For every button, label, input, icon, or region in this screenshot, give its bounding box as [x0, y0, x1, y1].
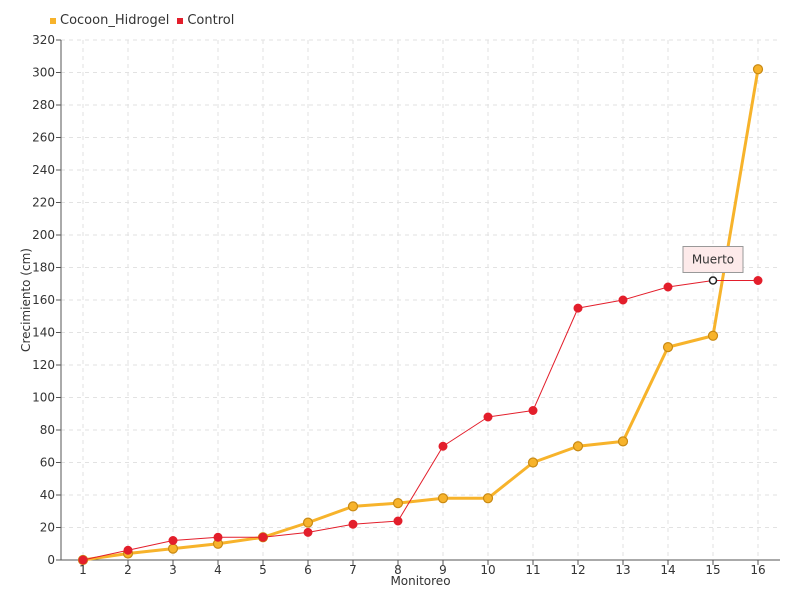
- legend-label-cocoon: Cocoon_Hidrogel: [60, 13, 170, 28]
- series-line-control: [82, 280, 758, 561]
- y-tick-label: 160: [32, 293, 55, 307]
- x-tick-label: 6: [304, 563, 312, 577]
- y-tick-label: 120: [32, 358, 55, 372]
- data-point-control[interactable]: [573, 303, 583, 313]
- axes: 0 20 40 60 80 100 120 140 160 180 200 220 240 260 280 3…: [32, 33, 780, 577]
- data-point-cocoon[interactable]: [437, 493, 449, 504]
- annotation-label: Muerto: [692, 253, 734, 267]
- data-point-cocoon[interactable]: [617, 436, 629, 447]
- series-cocoon: [77, 64, 764, 566]
- legend-swatch-control: [177, 17, 184, 24]
- data-point-cocoon[interactable]: [392, 498, 404, 509]
- annotation: Muerto: [682, 246, 744, 273]
- y-tick-label: 280: [32, 98, 55, 112]
- legend-item-cocoon[interactable]: Cocoon_Hidrogel: [50, 13, 169, 28]
- x-tick-label: 1: [79, 563, 87, 577]
- grid: [61, 39, 780, 560]
- annotation-box: [682, 246, 744, 273]
- data-point-cocoon[interactable]: [572, 441, 584, 452]
- data-point-cocoon[interactable]: [707, 330, 719, 341]
- x-tick-label: 7: [349, 563, 357, 577]
- data-point-control[interactable]: [618, 295, 628, 305]
- data-point-control[interactable]: [78, 555, 88, 565]
- series: [77, 64, 764, 566]
- y-axis-title: Crecimiento (cm): [19, 248, 33, 352]
- data-point-control[interactable]: [438, 441, 448, 451]
- data-point-control-highlighted[interactable]: [708, 276, 718, 285]
- legend-label-control: Control: [187, 13, 235, 28]
- series-line-cocoon: [82, 69, 760, 562]
- data-point-control[interactable]: [123, 545, 133, 555]
- y-tick-label: 260: [32, 131, 55, 145]
- x-tick-label: 15: [705, 563, 720, 577]
- y-tick-label: 240: [32, 163, 55, 177]
- y-tick-label: 220: [32, 196, 55, 210]
- data-point-cocoon[interactable]: [527, 457, 539, 468]
- x-tick-label: 3: [169, 563, 177, 577]
- legend: Cocoon_Hidrogel Control: [50, 13, 242, 28]
- x-tick-label: 10: [480, 563, 495, 577]
- y-tick-label: 40: [40, 488, 55, 502]
- data-point-cocoon[interactable]: [752, 64, 764, 75]
- y-tick-label: 80: [40, 423, 55, 437]
- y-tick-label: 0: [47, 553, 55, 567]
- data-point-control[interactable]: [663, 282, 673, 292]
- data-point-cocoon[interactable]: [482, 493, 494, 504]
- y-tick-label: 320: [32, 33, 55, 47]
- legend-swatch-cocoon: [50, 17, 56, 24]
- x-tick-label: 13: [615, 563, 630, 577]
- data-point-control[interactable]: [483, 412, 493, 422]
- data-point-control[interactable]: [168, 536, 178, 545]
- x-tick-label: 5: [259, 563, 267, 577]
- y-tick-label: 20: [40, 521, 55, 535]
- x-tick-label: 9: [439, 563, 447, 577]
- data-point-cocoon[interactable]: [167, 543, 179, 554]
- data-point-control[interactable]: [303, 527, 313, 537]
- y-tick-label: 140: [32, 326, 55, 340]
- data-point-control[interactable]: [258, 532, 268, 542]
- series-control: [78, 276, 763, 565]
- data-point-control[interactable]: [393, 516, 403, 526]
- x-tick-label: 16: [750, 563, 765, 577]
- y-tick-label: 100: [32, 391, 55, 405]
- data-point-control[interactable]: [213, 532, 223, 542]
- legend-item-control[interactable]: Control: [177, 13, 234, 28]
- data-point-control[interactable]: [528, 406, 538, 415]
- x-tick-label: 11: [525, 563, 540, 577]
- y-tick-label: 180: [32, 261, 55, 275]
- data-point-cocoon[interactable]: [302, 517, 314, 528]
- data-point-control[interactable]: [348, 519, 358, 529]
- data-point-cocoon[interactable]: [347, 501, 359, 512]
- data-point-control[interactable]: [753, 276, 763, 285]
- y-tick-label: 60: [40, 456, 55, 470]
- x-tick-label: 4: [214, 563, 222, 577]
- x-axis-title: Monitoreo: [390, 574, 450, 588]
- y-tick-label: 200: [32, 228, 55, 242]
- x-tick-label: 14: [660, 563, 675, 577]
- x-tick-label: 12: [570, 563, 585, 577]
- data-point-cocoon[interactable]: [662, 342, 674, 353]
- y-tick-label: 300: [32, 66, 55, 80]
- x-tick-label: 2: [124, 563, 132, 577]
- x-tick-label: 8: [394, 563, 402, 577]
